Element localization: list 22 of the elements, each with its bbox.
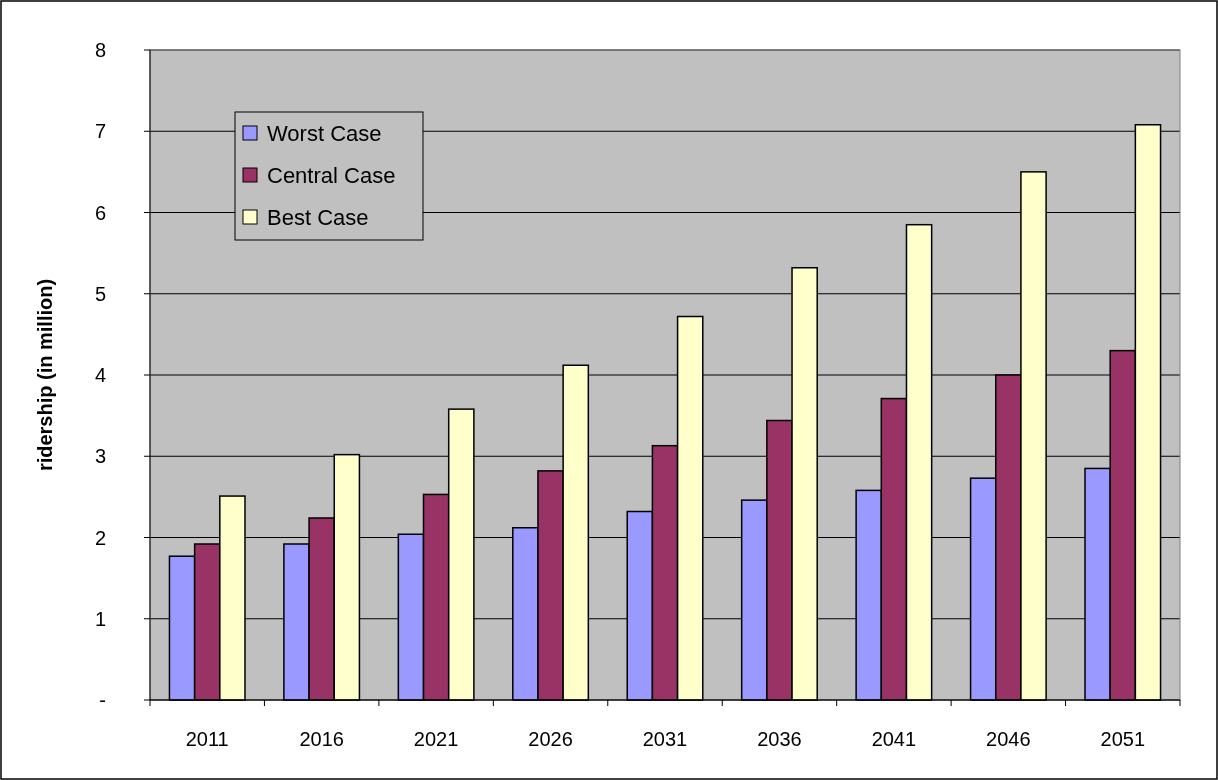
legend-label: Worst Case xyxy=(267,120,382,146)
y-tick-label: 2 xyxy=(94,526,106,549)
y-tick-label: 7 xyxy=(94,120,106,143)
y-tick-label: - xyxy=(99,689,106,711)
x-tick-label: 2011 xyxy=(185,728,229,750)
y-axis-title: ridership (in million) xyxy=(34,278,56,472)
x-tick-label: 2051 xyxy=(1100,728,1146,750)
legend-label: Central Case xyxy=(267,162,396,188)
y-tick-label: 5 xyxy=(94,282,106,305)
y-tick-label: 8 xyxy=(94,39,106,61)
x-tick-label: 2021 xyxy=(413,728,459,750)
x-tick-label: 2026 xyxy=(528,728,573,750)
x-tick-label: 2016 xyxy=(299,728,344,750)
x-tick-label: 2036 xyxy=(757,728,802,750)
x-tick-label: 2046 xyxy=(986,728,1031,750)
y-tick-label: 4 xyxy=(94,364,106,386)
y-tick-label: 1 xyxy=(94,607,106,630)
y-tick-label: 3 xyxy=(94,445,106,468)
x-tick-label: 2031 xyxy=(642,728,688,750)
x-tick-label: 2041 xyxy=(871,728,917,750)
legend-label: Best Case xyxy=(267,204,369,230)
y-tick-label: 6 xyxy=(94,201,106,224)
